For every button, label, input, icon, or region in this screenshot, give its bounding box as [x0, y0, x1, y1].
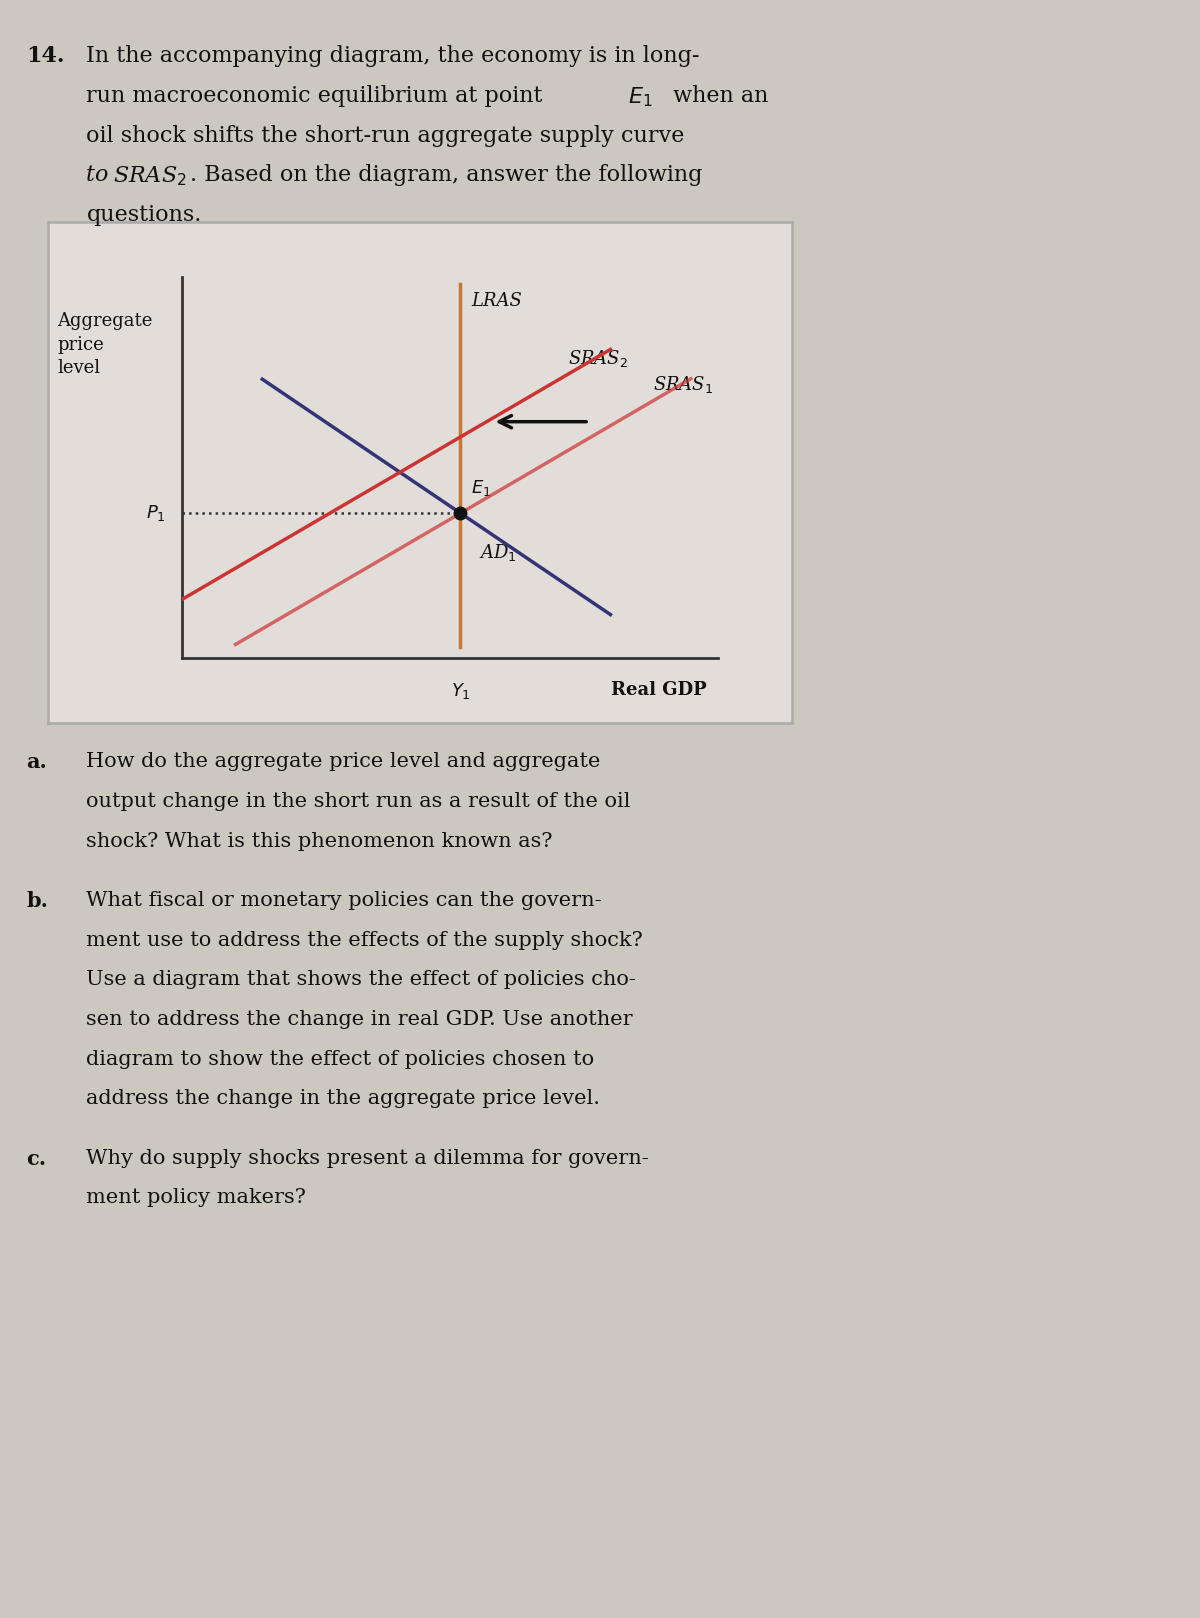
Text: address the change in the aggregate price level.: address the change in the aggregate pric… — [86, 1089, 600, 1108]
Text: Aggregate
price
level: Aggregate price level — [58, 312, 152, 377]
Text: Use a diagram that shows the effect of policies cho-: Use a diagram that shows the effect of p… — [86, 971, 636, 989]
Text: In the accompanying diagram, the economy is in long-: In the accompanying diagram, the economy… — [86, 45, 700, 68]
Text: 14.: 14. — [26, 45, 65, 68]
Text: a.: a. — [26, 752, 47, 772]
Text: ment policy makers?: ment policy makers? — [86, 1188, 306, 1207]
Text: SRAS$_1$: SRAS$_1$ — [653, 374, 714, 395]
Text: diagram to show the effect of policies chosen to: diagram to show the effect of policies c… — [86, 1050, 594, 1068]
Text: run macroeconomic equilibrium at point: run macroeconomic equilibrium at point — [86, 84, 550, 107]
Text: AD$_1$: AD$_1$ — [479, 542, 517, 563]
Text: . Based on the diagram, answer the following: . Based on the diagram, answer the follo… — [190, 165, 702, 186]
Text: oil shock shifts the short-run aggregate supply curve: oil shock shifts the short-run aggregate… — [86, 125, 685, 147]
Text: questions.: questions. — [86, 204, 202, 227]
Text: $P_1$: $P_1$ — [146, 503, 166, 523]
Text: shock? What is this phenomenon known as?: shock? What is this phenomenon known as? — [86, 832, 553, 851]
Text: ment use to address the effects of the supply shock?: ment use to address the effects of the s… — [86, 930, 643, 950]
Text: How do the aggregate price level and aggregate: How do the aggregate price level and agg… — [86, 752, 601, 772]
Text: sen to address the change in real GDP. Use another: sen to address the change in real GDP. U… — [86, 1010, 634, 1029]
Text: $E_1$: $E_1$ — [628, 84, 652, 108]
Text: Real GDP: Real GDP — [611, 681, 707, 699]
Text: What fiscal or monetary policies can the govern-: What fiscal or monetary policies can the… — [86, 892, 602, 909]
Text: SRAS$_2$: SRAS$_2$ — [568, 348, 628, 369]
Text: to: to — [86, 165, 116, 186]
Text: b.: b. — [26, 892, 48, 911]
Text: SRAS$_2$: SRAS$_2$ — [113, 165, 186, 188]
Text: when an: when an — [666, 84, 768, 107]
Text: $E_1$: $E_1$ — [472, 477, 492, 498]
Text: Why do supply shocks present a dilemma for govern-: Why do supply shocks present a dilemma f… — [86, 1149, 649, 1168]
Text: LRAS: LRAS — [472, 293, 522, 311]
Text: output change in the short run as a result of the oil: output change in the short run as a resu… — [86, 791, 631, 811]
Text: $Y_1$: $Y_1$ — [450, 681, 470, 701]
Text: c.: c. — [26, 1149, 47, 1168]
